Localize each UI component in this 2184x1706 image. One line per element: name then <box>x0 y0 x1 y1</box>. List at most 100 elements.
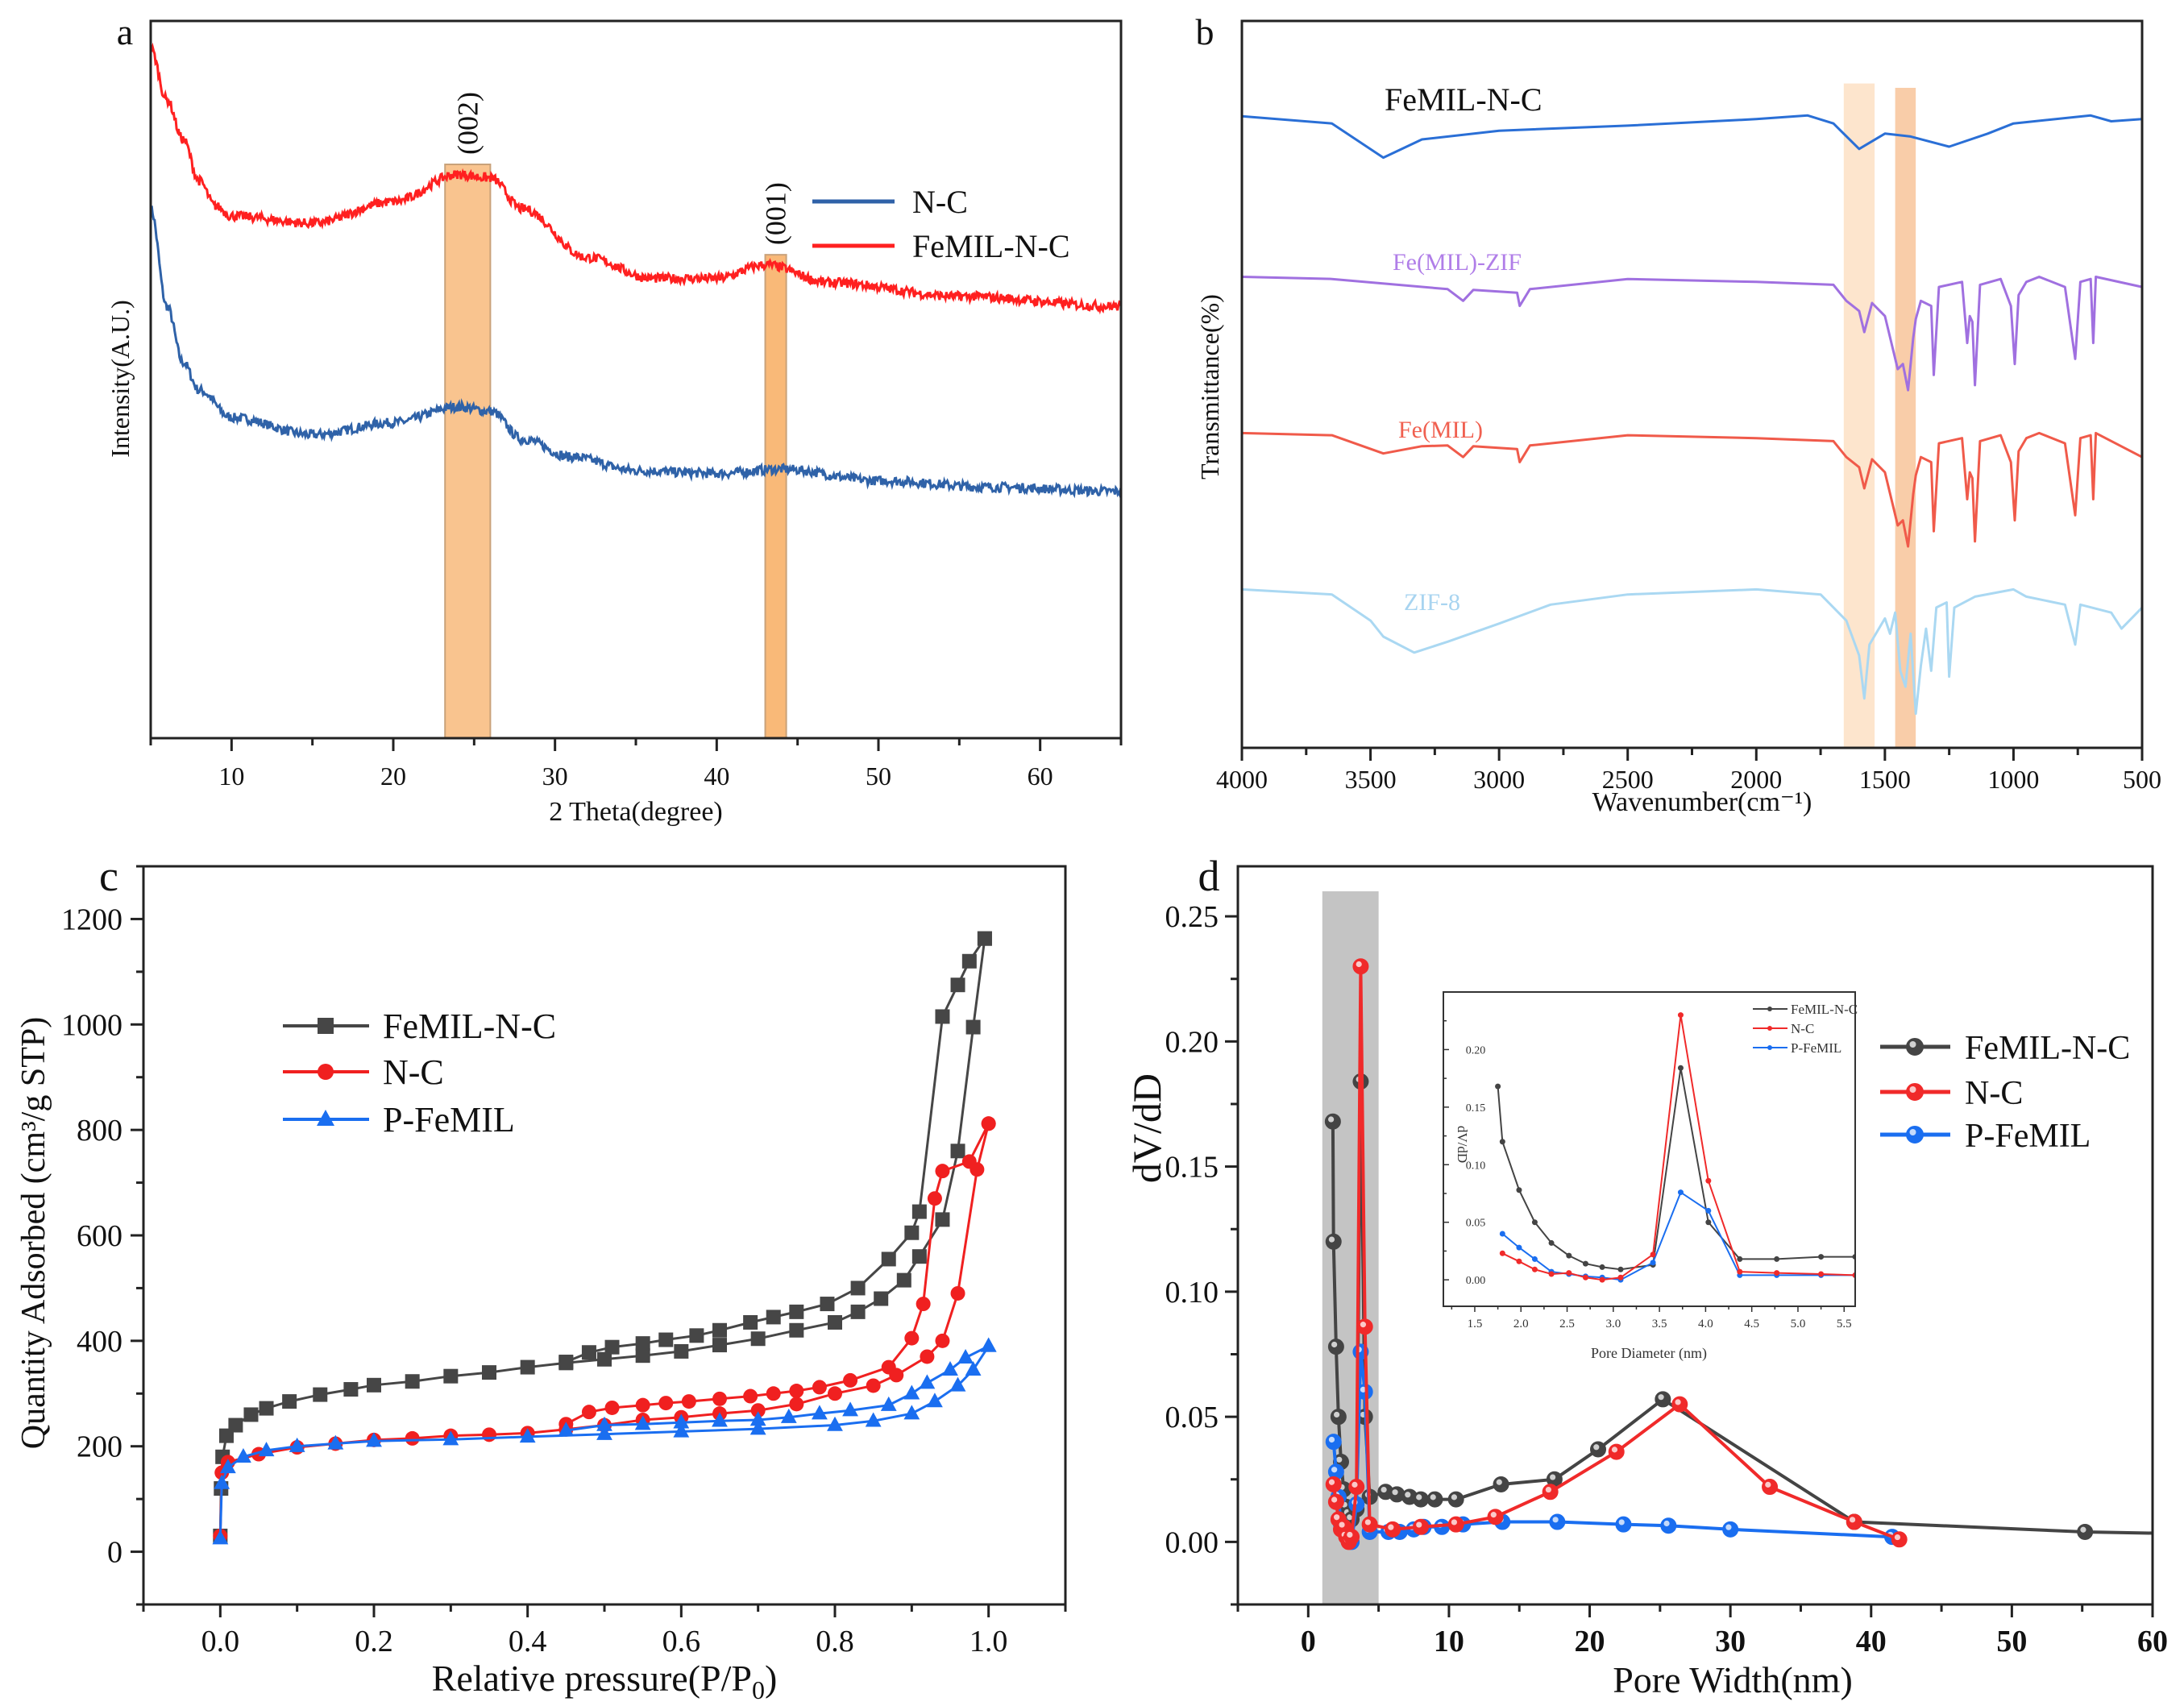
x-tick-label: 3000 <box>1473 765 1525 794</box>
circle-marker <box>681 1394 696 1409</box>
square-marker <box>343 1382 359 1397</box>
inset-x-tick-label: 5.0 <box>1791 1318 1806 1330</box>
square-marker <box>904 1225 920 1240</box>
square-marker <box>896 1272 911 1288</box>
circle-marker <box>766 1386 781 1401</box>
highlight-band <box>764 254 787 739</box>
square-marker <box>581 1345 596 1360</box>
inset-marker <box>1516 1244 1522 1251</box>
marker-highlight <box>1360 1386 1367 1393</box>
square-marker <box>820 1297 835 1312</box>
series-n-c <box>1325 958 1908 1550</box>
marker-highlight <box>1909 1129 1916 1135</box>
marker-highlight <box>1388 1524 1394 1530</box>
circle-marker <box>604 1400 620 1415</box>
square-marker <box>965 1019 981 1035</box>
marker-highlight <box>1545 1486 1551 1493</box>
triangle-marker <box>634 1415 651 1430</box>
x-tick-label: 40 <box>704 762 729 791</box>
circle-marker <box>812 1380 827 1395</box>
marker-highlight <box>1334 1514 1340 1521</box>
inset-x-tick-label: 2.0 <box>1513 1318 1529 1330</box>
marker-highlight <box>1894 1534 1901 1541</box>
triangle-marker <box>749 1420 766 1435</box>
panel-label-b: b <box>1196 11 1214 52</box>
adsorption-line <box>218 1123 990 1536</box>
x-tick-label: 30 <box>1715 1625 1746 1658</box>
square-marker <box>950 978 965 993</box>
marker-highlight <box>1352 1481 1358 1488</box>
inset-y-tick-label: 0.15 <box>1466 1102 1486 1115</box>
plot-frame <box>1240 19 2144 749</box>
series-label: Fe(MIL) <box>1398 417 1483 443</box>
y-tick-label: 0.20 <box>1165 1025 1219 1059</box>
x-axis-title-main: Relative pressure(P/P <box>432 1658 752 1699</box>
square-marker <box>635 1348 650 1364</box>
circle-marker <box>635 1397 650 1413</box>
x-tick-label: 3500 <box>1345 765 1397 794</box>
legend-label: N-C <box>912 184 968 220</box>
marker-highlight <box>2080 1526 2086 1533</box>
triangle-marker <box>927 1393 943 1408</box>
circle-marker <box>581 1405 596 1420</box>
x-tick-label: 0.8 <box>816 1625 854 1658</box>
marker-highlight <box>1381 1486 1387 1493</box>
triangle-marker <box>827 1416 843 1431</box>
series-line <box>1241 431 2143 548</box>
x-tick-label: 0.4 <box>509 1625 547 1658</box>
triangle-marker <box>558 1422 575 1437</box>
series-femil-n-c <box>213 931 992 1543</box>
triangle-marker <box>980 1337 997 1352</box>
triangle-marker <box>942 1361 958 1376</box>
circle-marker <box>916 1297 931 1312</box>
square-marker <box>367 1377 381 1393</box>
y-axis-title: Quantity Adsorbed (cm³/g STP) <box>15 1017 52 1449</box>
panel-label-c: c <box>99 852 118 900</box>
x-tick-label: 1500 <box>1859 765 1911 794</box>
inset-marker <box>1650 1260 1656 1266</box>
circle-marker <box>935 1164 950 1179</box>
circle-marker <box>881 1359 896 1375</box>
x-tick-label: 0.0 <box>201 1625 240 1658</box>
marker-highlight <box>1328 1116 1335 1123</box>
square-marker <box>243 1407 259 1422</box>
marker-highlight <box>1336 1456 1343 1463</box>
panel-a-xrd-chart: (002) (001) 10 20 30 40 50 60 2 Theta(degree) Int… <box>106 11 1123 827</box>
x-tick-label: 30 <box>542 762 568 791</box>
y-tick-label: 400 <box>77 1325 122 1359</box>
inset-marker <box>1582 1274 1588 1281</box>
circle-marker <box>318 1064 334 1080</box>
square-marker <box>689 1328 704 1343</box>
panel-b-ftir-chart: FeMIL-N-C Fe(MIL)-ZIF Fe(MIL) ZIF-8 4000 3500… <box>1195 11 2161 817</box>
panel-c-isotherm-chart: FeMIL-N-C N-C P-FeMIL 0.0 0.2 0.4 0.6 0.8 1.0 0 20… <box>15 852 1067 1704</box>
square-marker <box>597 1351 612 1367</box>
inset-legend-marker <box>1767 1007 1772 1011</box>
inset-marker <box>1516 1258 1522 1264</box>
legend-label: P-FeMIL <box>383 1100 515 1139</box>
series-label: FeMIL-N-C <box>1385 81 1543 118</box>
y-tick-label: 0.10 <box>1165 1276 1219 1310</box>
series-line <box>1241 587 2144 716</box>
y-axis-title: Intensity(A.U.) <box>106 300 135 458</box>
x-tick-label: 2000 <box>1730 765 1782 794</box>
marker-highlight <box>1416 1521 1422 1528</box>
y-tick-label: 0.00 <box>1165 1525 1219 1559</box>
circle-marker <box>712 1391 727 1406</box>
triangle-marker <box>317 1110 334 1126</box>
inset-marker <box>1677 1012 1684 1019</box>
inset-marker <box>1818 1254 1825 1260</box>
circle-marker <box>904 1330 920 1346</box>
square-marker <box>766 1310 781 1325</box>
inset-marker <box>1531 1219 1538 1226</box>
triangle-marker <box>289 1437 305 1452</box>
marker-highlight <box>1849 1517 1856 1523</box>
x-axis-title: Relative pressure(P/P0) <box>432 1658 778 1704</box>
x-tick-label: 50 <box>1996 1625 2027 1658</box>
marker-highlight <box>1416 1494 1422 1501</box>
x-tick-label: 10 <box>1434 1625 1464 1658</box>
series-line <box>1241 276 2143 392</box>
triangle-marker <box>749 1411 766 1426</box>
inset-marker <box>1617 1274 1624 1281</box>
x-tick-label: 10 <box>218 762 244 791</box>
triangle-marker <box>235 1448 251 1463</box>
